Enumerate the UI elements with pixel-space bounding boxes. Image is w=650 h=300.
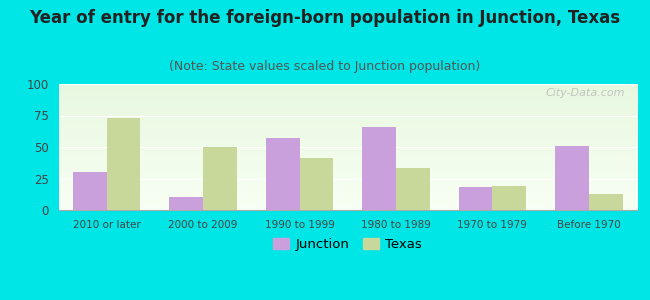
Text: Year of entry for the foreign-born population in Junction, Texas: Year of entry for the foreign-born popul… <box>29 9 621 27</box>
Legend: Junction, Texas: Junction, Texas <box>268 232 427 256</box>
Bar <box>555 146 589 210</box>
Text: City-Data.com: City-Data.com <box>546 88 625 98</box>
Bar <box>73 172 107 210</box>
Bar <box>203 147 237 210</box>
Bar <box>266 138 300 210</box>
Bar <box>300 158 333 210</box>
Bar <box>589 194 623 210</box>
Bar <box>493 186 526 210</box>
Bar <box>107 118 140 210</box>
Bar <box>396 168 430 210</box>
Bar <box>362 127 396 210</box>
Text: (Note: State values scaled to Junction population): (Note: State values scaled to Junction p… <box>170 60 480 73</box>
Bar <box>170 197 203 210</box>
Bar <box>459 187 493 210</box>
